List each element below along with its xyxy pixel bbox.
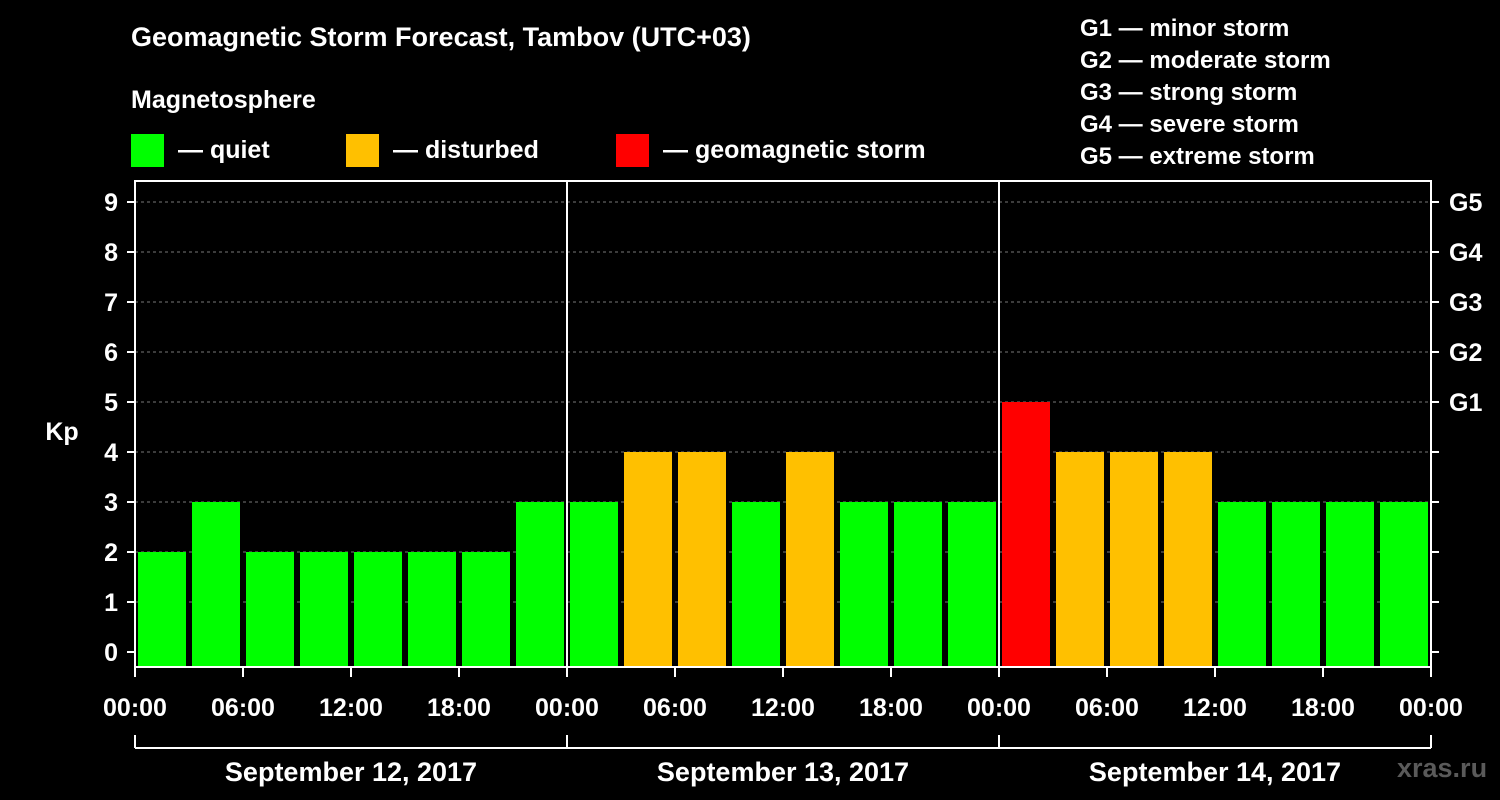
y-tick-label: 4 [104, 439, 118, 467]
kp-bar [840, 502, 888, 667]
g-scale-item: G1 — minor storm [1080, 15, 1290, 42]
x-tick-label: 00:00 [535, 694, 599, 722]
kp-bar [138, 552, 186, 667]
g-scale-item: G3 — strong storm [1080, 79, 1298, 106]
kp-bar [1272, 502, 1320, 667]
y-tick-label: 3 [104, 489, 118, 517]
g-level-label: G1 [1449, 389, 1482, 417]
legend-quiet-swatch [131, 133, 164, 167]
kp-bar [246, 552, 294, 667]
x-tick-label: 06:00 [211, 694, 275, 722]
kp-bar [516, 502, 564, 667]
kp-bar [354, 552, 402, 667]
g-level-label: G4 [1449, 239, 1482, 267]
y-tick-label: 5 [104, 389, 118, 417]
legend-storm: — geomagnetic storm [616, 133, 926, 167]
kp-bar [192, 502, 240, 667]
y-tick-label: 8 [104, 239, 118, 267]
kp-bar [786, 452, 834, 667]
x-tick-label: 18:00 [427, 694, 491, 722]
kp-bar [948, 502, 996, 667]
x-tick-label: 12:00 [319, 694, 383, 722]
kp-bar [1110, 452, 1158, 667]
g-scale-item: G2 — moderate storm [1080, 47, 1331, 74]
x-tick-label: 12:00 [1183, 694, 1247, 722]
legend-storm-swatch [616, 133, 649, 167]
x-tick-label: 06:00 [643, 694, 707, 722]
legend-disturbed-swatch [346, 133, 379, 167]
x-tick-label: 06:00 [1075, 694, 1139, 722]
kp-bar [678, 452, 726, 667]
y-tick-label: 7 [104, 289, 118, 317]
legend-storm-label: — geomagnetic storm [663, 135, 926, 164]
kp-bar [732, 502, 780, 667]
g-scale-item: G5 — extreme storm [1080, 143, 1315, 170]
g-level-label: G5 [1449, 189, 1482, 217]
legend-quiet: — quiet [131, 133, 270, 167]
x-tick-label: 12:00 [751, 694, 815, 722]
watermark: xras.ru [1397, 753, 1488, 783]
y-axis-label: Kp [45, 418, 78, 446]
g-level-label: G3 [1449, 289, 1482, 317]
x-tick-label: 00:00 [103, 694, 167, 722]
kp-bar [894, 502, 942, 667]
y-tick-label: 2 [104, 539, 118, 567]
chart-title: Geomagnetic Storm Forecast, Tambov (UTC+… [131, 22, 751, 52]
y-tick-label: 9 [104, 189, 118, 217]
legend-disturbed: — disturbed [346, 133, 539, 167]
x-tick-label: 00:00 [1399, 694, 1463, 722]
legend-disturbed-label: — disturbed [393, 135, 539, 164]
kp-bar [1218, 502, 1266, 667]
day-label: September 12, 2017 [225, 757, 477, 787]
x-tick-label: 18:00 [859, 694, 923, 722]
kp-bar [1164, 452, 1212, 667]
legend-subtitle: Magnetosphere [131, 86, 316, 114]
day-label: September 13, 2017 [657, 757, 909, 787]
g-level-label: G2 [1449, 339, 1482, 367]
legend-quiet-label: — quiet [178, 135, 270, 164]
day-label: September 14, 2017 [1089, 757, 1341, 787]
kp-bar [300, 552, 348, 667]
kp-bar [570, 502, 618, 667]
kp-bar [408, 552, 456, 667]
y-tick-label: 1 [104, 589, 118, 617]
kp-bar [1326, 502, 1374, 667]
x-tick-label: 00:00 [967, 694, 1031, 722]
x-tick-label: 18:00 [1291, 694, 1355, 722]
kp-bar [1002, 402, 1050, 667]
kp-bar [1056, 452, 1104, 667]
y-tick-label: 6 [104, 339, 118, 367]
g-scale-legend: G1 — minor storm G2 — moderate storm G3 … [1080, 13, 1331, 173]
kp-bar [1380, 502, 1428, 667]
y-tick-label: 0 [104, 639, 118, 667]
kp-bar [462, 552, 510, 667]
g-scale-item: G4 — severe storm [1080, 111, 1299, 138]
kp-bar [624, 452, 672, 667]
